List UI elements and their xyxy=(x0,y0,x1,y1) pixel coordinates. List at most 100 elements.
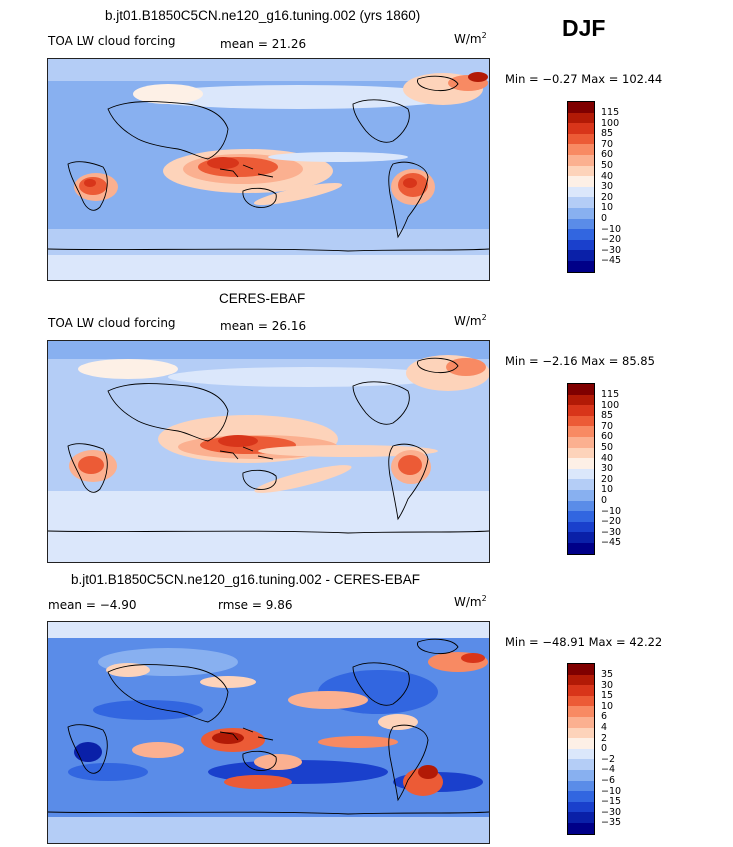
panel1-swatch-12 xyxy=(568,229,594,240)
panel1-swatch-1 xyxy=(568,112,594,124)
panel3-swatch-2 xyxy=(568,685,594,696)
panel2-min-label: Min = xyxy=(505,354,539,368)
panel3-swatch-4 xyxy=(568,706,594,717)
panel1-cbar-label-14: −45 xyxy=(601,255,622,266)
panel1-min-value: −0.27 xyxy=(542,72,578,86)
panel1-cbar-label-0: 115 xyxy=(601,107,620,118)
panel3-cbar-label-8: −2 xyxy=(601,754,616,765)
panel3-cbar-label-9: −4 xyxy=(601,764,616,775)
panel3-swatch-1 xyxy=(568,674,594,686)
panel2-swatch-15 xyxy=(568,542,594,554)
panel2-swatch-9 xyxy=(568,479,594,490)
panel3-units: W/m2 xyxy=(454,594,487,609)
panel3-cbar-label-2: 15 xyxy=(601,690,614,701)
panel3-min-label: Min = xyxy=(505,635,539,649)
panel3-cbar-label-0: 35 xyxy=(601,669,614,680)
panel3-minmax: Min = −48.91 Max = 42.22 xyxy=(505,635,662,649)
panel2-field-label: TOA LW cloud forcing xyxy=(48,316,176,330)
panel1-swatch-8 xyxy=(568,186,594,198)
panel2-cbar-label-11: −10 xyxy=(601,506,622,517)
panel3-cbar-label-10: −6 xyxy=(601,775,616,786)
panel2-cbar-label-5: 50 xyxy=(601,442,614,453)
panel3-cbar-label-11: −10 xyxy=(601,786,622,797)
panel1-swatch-9 xyxy=(568,197,594,208)
panel2-swatch-8 xyxy=(568,468,594,480)
panel2-cbar-label-7: 30 xyxy=(601,463,614,474)
panel2-mean: mean = 26.16 xyxy=(220,319,306,333)
panel1-cbar-label-11: −10 xyxy=(601,224,622,235)
panel3-cbar-label-7: 0 xyxy=(601,743,608,754)
panel2-cbar-label-14: −45 xyxy=(601,537,622,548)
panel1-swatch-4 xyxy=(568,144,594,155)
panel3-swatch-12 xyxy=(568,791,594,802)
panel1-swatch-2 xyxy=(568,123,594,134)
panel3-swatch-7 xyxy=(568,738,594,749)
panel2-cbar-label-2: 85 xyxy=(601,410,614,421)
panel3-rmse: rmse = 9.86 xyxy=(218,598,292,612)
panel2-swatch-10 xyxy=(568,489,594,501)
panel3-cbar-label-13: −30 xyxy=(601,807,622,818)
panel3-cbar-label-5: 4 xyxy=(601,722,608,733)
panel3-cbar-label-3: 10 xyxy=(601,701,614,712)
panel3-units-exp: 2 xyxy=(481,594,487,603)
panel3-min-value: −48.91 xyxy=(542,635,585,649)
panel1-cbar-label-7: 30 xyxy=(601,181,614,192)
panel2-cbar-label-8: 20 xyxy=(601,474,614,485)
panel1-max-label: Max = xyxy=(581,72,619,86)
panel2-cbar-label-9: 10 xyxy=(601,484,614,495)
panel3-swatch-11 xyxy=(568,780,594,792)
panel1-swatch-3 xyxy=(568,133,594,145)
panel1-max-value: 102.44 xyxy=(622,72,663,86)
panel1-mean-value: 21.26 xyxy=(271,37,307,51)
panel2-minmax: Min = −2.16 Max = 85.85 xyxy=(505,354,655,368)
panel1-swatch-14 xyxy=(568,250,594,261)
panel2-swatch-11 xyxy=(568,500,594,512)
panel2-swatch-0 xyxy=(568,384,594,395)
panel3-title: b.jt01.B1850C5CN.ne120_g16.tuning.002 - … xyxy=(71,572,420,587)
panel1-cbar-label-13: −30 xyxy=(601,245,622,256)
panel1-cbar-label-5: 50 xyxy=(601,160,614,171)
panel1-units-base: W/m xyxy=(454,32,482,46)
panel2-cbar-label-4: 60 xyxy=(601,431,614,442)
panel2-swatch-5 xyxy=(568,436,594,448)
panel3-cbar-label-4: 6 xyxy=(601,711,608,722)
panel3-swatch-13 xyxy=(568,801,594,813)
panel1-cbar-label-9: 10 xyxy=(601,202,614,213)
panel2-swatch-14 xyxy=(568,532,594,543)
panel3-cbar-label-1: 30 xyxy=(601,680,614,691)
panel1-swatch-15 xyxy=(568,260,594,272)
panel2-max-value: 85.85 xyxy=(622,354,655,368)
panel2-min-value: −2.16 xyxy=(542,354,578,368)
panel2-max-label: Max = xyxy=(581,354,619,368)
panel1-swatch-11 xyxy=(568,218,594,230)
panel2-swatch-7 xyxy=(568,458,594,469)
panel3-cbar-label-14: −35 xyxy=(601,817,622,828)
panel1-cbar-label-6: 40 xyxy=(601,171,614,182)
panel1-cbar-label-10: 0 xyxy=(601,213,608,224)
panel3-map xyxy=(47,621,490,844)
panel2-cbar-label-3: 70 xyxy=(601,421,614,432)
panel2-swatch-1 xyxy=(568,394,594,406)
panel2-mean-value: 26.16 xyxy=(271,319,307,333)
panel1-units: W/m2 xyxy=(454,31,487,46)
panel3-rmse-value: 9.86 xyxy=(265,598,293,612)
panel1-swatch-10 xyxy=(568,207,594,219)
panel1-min-label: Min = xyxy=(505,72,539,86)
panel2-swatch-3 xyxy=(568,415,594,427)
panel3-swatch-5 xyxy=(568,716,594,728)
panel2-mean-label: mean = xyxy=(220,319,268,333)
panel1-title: b.jt01.B1850C5CN.ne120_g16.tuning.002 (y… xyxy=(105,8,421,23)
panel2-cbar-label-1: 100 xyxy=(601,400,620,411)
panel1-colorbar-swatches xyxy=(567,101,595,273)
panel1-cbar-label-12: −20 xyxy=(601,234,622,245)
panel3-max-value: 42.22 xyxy=(629,635,663,649)
panel1-cbar-label-4: 60 xyxy=(601,149,614,160)
panel2-swatch-13 xyxy=(568,521,594,533)
panel2-units: W/m2 xyxy=(454,313,487,328)
panel3-cbar-label-6: 2 xyxy=(601,733,608,744)
panel3-rmse-label: rmse = xyxy=(218,598,262,612)
panel1-cbar-label-8: 20 xyxy=(601,192,614,203)
panel3-swatch-15 xyxy=(568,822,594,834)
panel2-colorbar-swatches xyxy=(567,383,595,555)
panel2-units-base: W/m xyxy=(454,314,482,328)
